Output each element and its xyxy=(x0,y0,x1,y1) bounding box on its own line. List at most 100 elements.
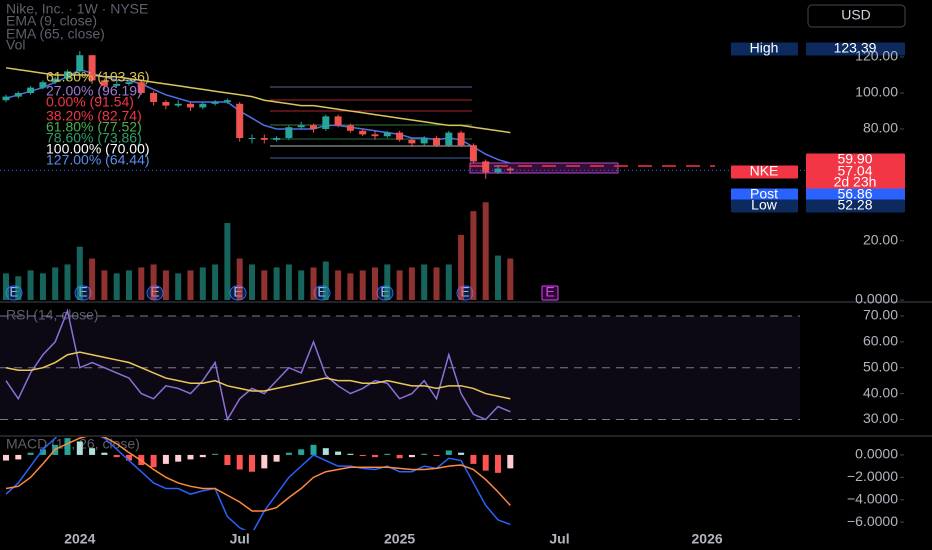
macd-histogram-bar xyxy=(89,448,96,455)
macd-histogram-bar xyxy=(187,454,194,460)
macd-histogram-bar xyxy=(199,454,206,458)
fib-label: 78.60% (73.86) xyxy=(46,130,142,146)
candle-body xyxy=(187,103,194,108)
candle-body xyxy=(433,138,440,146)
volume-bar xyxy=(470,211,477,300)
volume-bar xyxy=(445,264,452,300)
macd-title: MACD (12, 26, close) xyxy=(6,436,140,452)
y-tick-label: 20.00 xyxy=(863,231,898,247)
tag-value-box xyxy=(806,199,905,213)
candle-body xyxy=(113,84,121,86)
volume-bar xyxy=(175,273,182,300)
macd-histogram-bar xyxy=(249,454,255,472)
volume-bar xyxy=(310,267,317,300)
volume-bar xyxy=(347,273,354,300)
y-tick-label: 60.00 xyxy=(863,333,898,349)
candle-body xyxy=(396,132,404,140)
candle-body xyxy=(482,161,490,173)
volume-bar xyxy=(421,264,428,300)
earnings-label: E xyxy=(78,284,87,300)
tag-name-box xyxy=(731,188,798,202)
macd-histogram-bar xyxy=(113,454,120,458)
earnings-marker xyxy=(541,285,559,301)
candle-body xyxy=(174,103,182,106)
x-tick-label: 2026 xyxy=(692,531,723,547)
macd-histogram-bar xyxy=(433,454,440,457)
candle-body xyxy=(14,93,22,97)
tag-name-box xyxy=(731,165,798,179)
macd-histogram-bar xyxy=(396,454,403,459)
pane: 120.00 100.00 80.00 xyxy=(855,48,904,136)
macd-histogram-bar xyxy=(39,449,46,455)
volume-bar xyxy=(39,273,46,300)
candle-body xyxy=(39,82,47,88)
volume-bar xyxy=(126,270,132,300)
macd-histogram-bar xyxy=(27,452,34,455)
tag-name-box xyxy=(731,42,798,56)
candle-body xyxy=(51,78,59,83)
candle-body xyxy=(334,116,342,126)
fib-label: 61.80% (77.52) xyxy=(46,119,142,135)
line xyxy=(5,437,511,512)
tag-name: Low xyxy=(751,197,778,213)
candle-body xyxy=(100,80,108,86)
volume-bar xyxy=(285,264,292,300)
pane xyxy=(0,308,800,422)
candle-body xyxy=(236,103,244,139)
macd-histogram-bar xyxy=(482,454,489,471)
candle-body xyxy=(469,145,477,162)
macd-histogram-bar xyxy=(458,452,465,455)
tag-name-box xyxy=(731,199,798,213)
volume-bar xyxy=(384,264,391,300)
candle-body xyxy=(408,139,416,144)
volume-bar xyxy=(3,273,9,300)
volume-bar xyxy=(187,270,194,300)
macd-histogram-bar xyxy=(224,454,231,466)
candle-body xyxy=(248,138,256,140)
chart-title: Nike, Inc. · 1W · NYSE xyxy=(6,1,148,17)
macd-histogram-bar xyxy=(162,454,169,464)
pane xyxy=(3,437,514,530)
y-tick-label: 40.00 xyxy=(863,384,898,400)
tag-value: 2d 23h xyxy=(834,174,877,190)
macd-histogram-bar xyxy=(101,452,108,455)
y-tick-label: 30.00 xyxy=(863,410,898,426)
earnings-label: E xyxy=(460,284,469,300)
macd-histogram-bar xyxy=(335,451,342,455)
currency[interactable]: USD xyxy=(841,7,871,23)
fib-label: 100.00% (70.00) xyxy=(46,141,150,157)
currency-button[interactable] xyxy=(807,4,906,28)
pane xyxy=(3,202,514,300)
earnings-label: E xyxy=(545,284,554,300)
rsi-title: RSI (14, close) xyxy=(6,307,99,323)
candle-body xyxy=(150,93,158,103)
macd-histogram-bar xyxy=(15,454,22,460)
volume-bar xyxy=(372,267,378,300)
volume-bar xyxy=(396,270,403,300)
macd-histogram-bar xyxy=(126,454,132,461)
tag-value: 59.90 xyxy=(837,151,872,167)
macd-histogram-bar xyxy=(310,444,317,455)
candle-body xyxy=(223,100,231,103)
candle-body xyxy=(359,130,367,135)
volume-bar xyxy=(273,267,280,300)
line xyxy=(5,437,511,530)
earnings-label: E xyxy=(317,284,326,300)
candle-body xyxy=(297,125,305,128)
macd-histogram-bar xyxy=(359,454,366,457)
candle-body xyxy=(125,82,133,85)
volume-bar xyxy=(101,270,108,300)
tag-value-box xyxy=(806,153,905,167)
volume-bar xyxy=(162,270,169,300)
volume-bar xyxy=(113,273,120,300)
y-tick-label: 0.0000 xyxy=(855,446,898,462)
macd-histogram-bar xyxy=(212,453,219,455)
tag-name: Post xyxy=(750,186,778,202)
candle-body xyxy=(371,134,379,137)
tag-value-box xyxy=(806,165,905,179)
candle-body xyxy=(346,125,354,131)
y-tick-label: −2.0000 xyxy=(847,468,898,484)
fib-label: 38.20% (82.74) xyxy=(46,108,142,124)
volume-bar xyxy=(199,267,206,300)
